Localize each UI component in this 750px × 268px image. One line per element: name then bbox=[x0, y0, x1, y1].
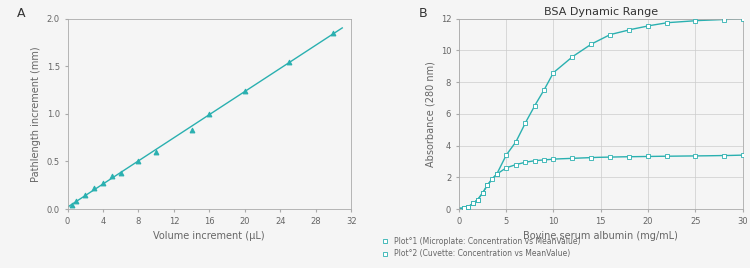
Plot°1 (Microplate: Concentration vs MeanValue): (20, 3.32): Concentration vs MeanValue): (20, 3.32) bbox=[644, 155, 652, 158]
Plot°2 (Cuvette: Concentration vs MeanValue): (22, 11.8): Concentration vs MeanValue): (22, 11.8) bbox=[662, 21, 671, 24]
X-axis label: Volume increment (μL): Volume increment (μL) bbox=[154, 231, 265, 241]
Plot°1 (Microplate: Concentration vs MeanValue): (9, 3.1): Concentration vs MeanValue): (9, 3.1) bbox=[539, 158, 548, 162]
Plot°1 (Microplate: Concentration vs MeanValue): (4, 2.2): Concentration vs MeanValue): (4, 2.2) bbox=[492, 173, 501, 176]
Plot°2 (Cuvette: Concentration vs MeanValue): (12, 9.6): Concentration vs MeanValue): (12, 9.6) bbox=[568, 55, 577, 58]
Plot°2 (Cuvette: Concentration vs MeanValue): (7, 5.4): Concentration vs MeanValue): (7, 5.4) bbox=[520, 122, 530, 125]
Plot°2 (Cuvette: Concentration vs MeanValue): (16, 11): Concentration vs MeanValue): (16, 11) bbox=[606, 33, 615, 36]
Plot°1 (Microplate: Concentration vs MeanValue): (1.5, 0.35): Concentration vs MeanValue): (1.5, 0.35) bbox=[469, 202, 478, 205]
Plot°2 (Cuvette: Concentration vs MeanValue): (18, 11.3): Concentration vs MeanValue): (18, 11.3) bbox=[625, 28, 634, 31]
Text: A: A bbox=[16, 7, 25, 20]
Plot°1 (Microplate: Concentration vs MeanValue): (2.5, 1): Concentration vs MeanValue): (2.5, 1) bbox=[478, 192, 487, 195]
Plot°2 (Cuvette: Concentration vs MeanValue): (14, 10.4): Concentration vs MeanValue): (14, 10.4) bbox=[586, 43, 596, 46]
Plot°1 (Microplate: Concentration vs MeanValue): (16, 3.28): Concentration vs MeanValue): (16, 3.28) bbox=[606, 155, 615, 159]
Plot°1 (Microplate: Concentration vs MeanValue): (8, 3.05): Concentration vs MeanValue): (8, 3.05) bbox=[530, 159, 539, 162]
Plot°2 (Cuvette: Concentration vs MeanValue): (1, 0.15): Concentration vs MeanValue): (1, 0.15) bbox=[464, 205, 472, 208]
X-axis label: Bovine serum albumin (mg/mL): Bovine serum albumin (mg/mL) bbox=[524, 231, 678, 241]
Plot°2 (Cuvette: Concentration vs MeanValue): (8, 6.5): Concentration vs MeanValue): (8, 6.5) bbox=[530, 104, 539, 107]
Plot°1 (Microplate: Concentration vs MeanValue): (7, 2.95): Concentration vs MeanValue): (7, 2.95) bbox=[520, 161, 530, 164]
Plot°1 (Microplate: Concentration vs MeanValue): (18, 3.3): Concentration vs MeanValue): (18, 3.3) bbox=[625, 155, 634, 158]
Plot°2 (Cuvette: Concentration vs MeanValue): (9, 7.5): Concentration vs MeanValue): (9, 7.5) bbox=[539, 88, 548, 92]
Plot°1 (Microplate: Concentration vs MeanValue): (22, 3.33): Concentration vs MeanValue): (22, 3.33) bbox=[662, 155, 671, 158]
Plot°1 (Microplate: Concentration vs MeanValue): (28, 3.37): Concentration vs MeanValue): (28, 3.37) bbox=[719, 154, 728, 157]
Plot°2 (Cuvette: Concentration vs MeanValue): (30, 12): Concentration vs MeanValue): (30, 12) bbox=[738, 17, 747, 20]
Plot°1 (Microplate: Concentration vs MeanValue): (3.5, 1.9): Concentration vs MeanValue): (3.5, 1.9) bbox=[488, 177, 496, 181]
Plot°1 (Microplate: Concentration vs MeanValue): (0.5, 0.05): Concentration vs MeanValue): (0.5, 0.05) bbox=[459, 207, 468, 210]
Line: Plot°1 (Microplate: Concentration vs MeanValue): Plot°1 (Microplate: Concentration vs Mea… bbox=[462, 153, 745, 210]
Text: B: B bbox=[419, 7, 428, 20]
Y-axis label: Pathlength increment (mm): Pathlength increment (mm) bbox=[32, 46, 41, 182]
Plot°1 (Microplate: Concentration vs MeanValue): (14, 3.25): Concentration vs MeanValue): (14, 3.25) bbox=[586, 156, 596, 159]
Plot°1 (Microplate: Concentration vs MeanValue): (1, 0.15): Concentration vs MeanValue): (1, 0.15) bbox=[464, 205, 472, 208]
Plot°2 (Cuvette: Concentration vs MeanValue): (0.5, 0.05): Concentration vs MeanValue): (0.5, 0.05) bbox=[459, 207, 468, 210]
Plot°1 (Microplate: Concentration vs MeanValue): (2, 0.6): Concentration vs MeanValue): (2, 0.6) bbox=[473, 198, 482, 201]
Plot°1 (Microplate: Concentration vs MeanValue): (3, 1.5): Concentration vs MeanValue): (3, 1.5) bbox=[483, 184, 492, 187]
Y-axis label: Absorbance (280 nm): Absorbance (280 nm) bbox=[425, 61, 435, 167]
Plot°2 (Cuvette: Concentration vs MeanValue): (4, 2.2): Concentration vs MeanValue): (4, 2.2) bbox=[492, 173, 501, 176]
Plot°2 (Cuvette: Concentration vs MeanValue): (1.5, 0.35): Concentration vs MeanValue): (1.5, 0.35) bbox=[469, 202, 478, 205]
Plot°1 (Microplate: Concentration vs MeanValue): (5, 2.6): Concentration vs MeanValue): (5, 2.6) bbox=[502, 166, 511, 169]
Plot°2 (Cuvette: Concentration vs MeanValue): (5, 3.4): Concentration vs MeanValue): (5, 3.4) bbox=[502, 154, 511, 157]
Plot°1 (Microplate: Concentration vs MeanValue): (30, 3.4): Concentration vs MeanValue): (30, 3.4) bbox=[738, 154, 747, 157]
Title: BSA Dynamic Range: BSA Dynamic Range bbox=[544, 7, 658, 17]
Plot°1 (Microplate: Concentration vs MeanValue): (25, 3.35): Concentration vs MeanValue): (25, 3.35) bbox=[691, 154, 700, 158]
Plot°2 (Cuvette: Concentration vs MeanValue): (6, 4.2): Concentration vs MeanValue): (6, 4.2) bbox=[511, 141, 520, 144]
Plot°1 (Microplate: Concentration vs MeanValue): (6, 2.8): Concentration vs MeanValue): (6, 2.8) bbox=[511, 163, 520, 166]
Plot°2 (Cuvette: Concentration vs MeanValue): (28, 11.9): Concentration vs MeanValue): (28, 11.9) bbox=[719, 18, 728, 21]
Plot°2 (Cuvette: Concentration vs MeanValue): (2, 0.6): Concentration vs MeanValue): (2, 0.6) bbox=[473, 198, 482, 201]
Plot°1 (Microplate: Concentration vs MeanValue): (10, 3.15): Concentration vs MeanValue): (10, 3.15) bbox=[549, 158, 558, 161]
Legend: Plot°1 (Microplate: Concentration vs MeanValue), Plot°2 (Cuvette: Concentration : Plot°1 (Microplate: Concentration vs Mea… bbox=[379, 234, 584, 262]
Plot°2 (Cuvette: Concentration vs MeanValue): (20, 11.6): Concentration vs MeanValue): (20, 11.6) bbox=[644, 24, 652, 28]
Line: Plot°2 (Cuvette: Concentration vs MeanValue): Plot°2 (Cuvette: Concentration vs MeanVa… bbox=[462, 17, 745, 210]
Plot°2 (Cuvette: Concentration vs MeanValue): (3, 1.5): Concentration vs MeanValue): (3, 1.5) bbox=[483, 184, 492, 187]
Plot°2 (Cuvette: Concentration vs MeanValue): (10, 8.6): Concentration vs MeanValue): (10, 8.6) bbox=[549, 71, 558, 74]
Plot°2 (Cuvette: Concentration vs MeanValue): (2.5, 1): Concentration vs MeanValue): (2.5, 1) bbox=[478, 192, 487, 195]
Plot°2 (Cuvette: Concentration vs MeanValue): (25, 11.9): Concentration vs MeanValue): (25, 11.9) bbox=[691, 19, 700, 22]
Plot°1 (Microplate: Concentration vs MeanValue): (12, 3.2): Concentration vs MeanValue): (12, 3.2) bbox=[568, 157, 577, 160]
